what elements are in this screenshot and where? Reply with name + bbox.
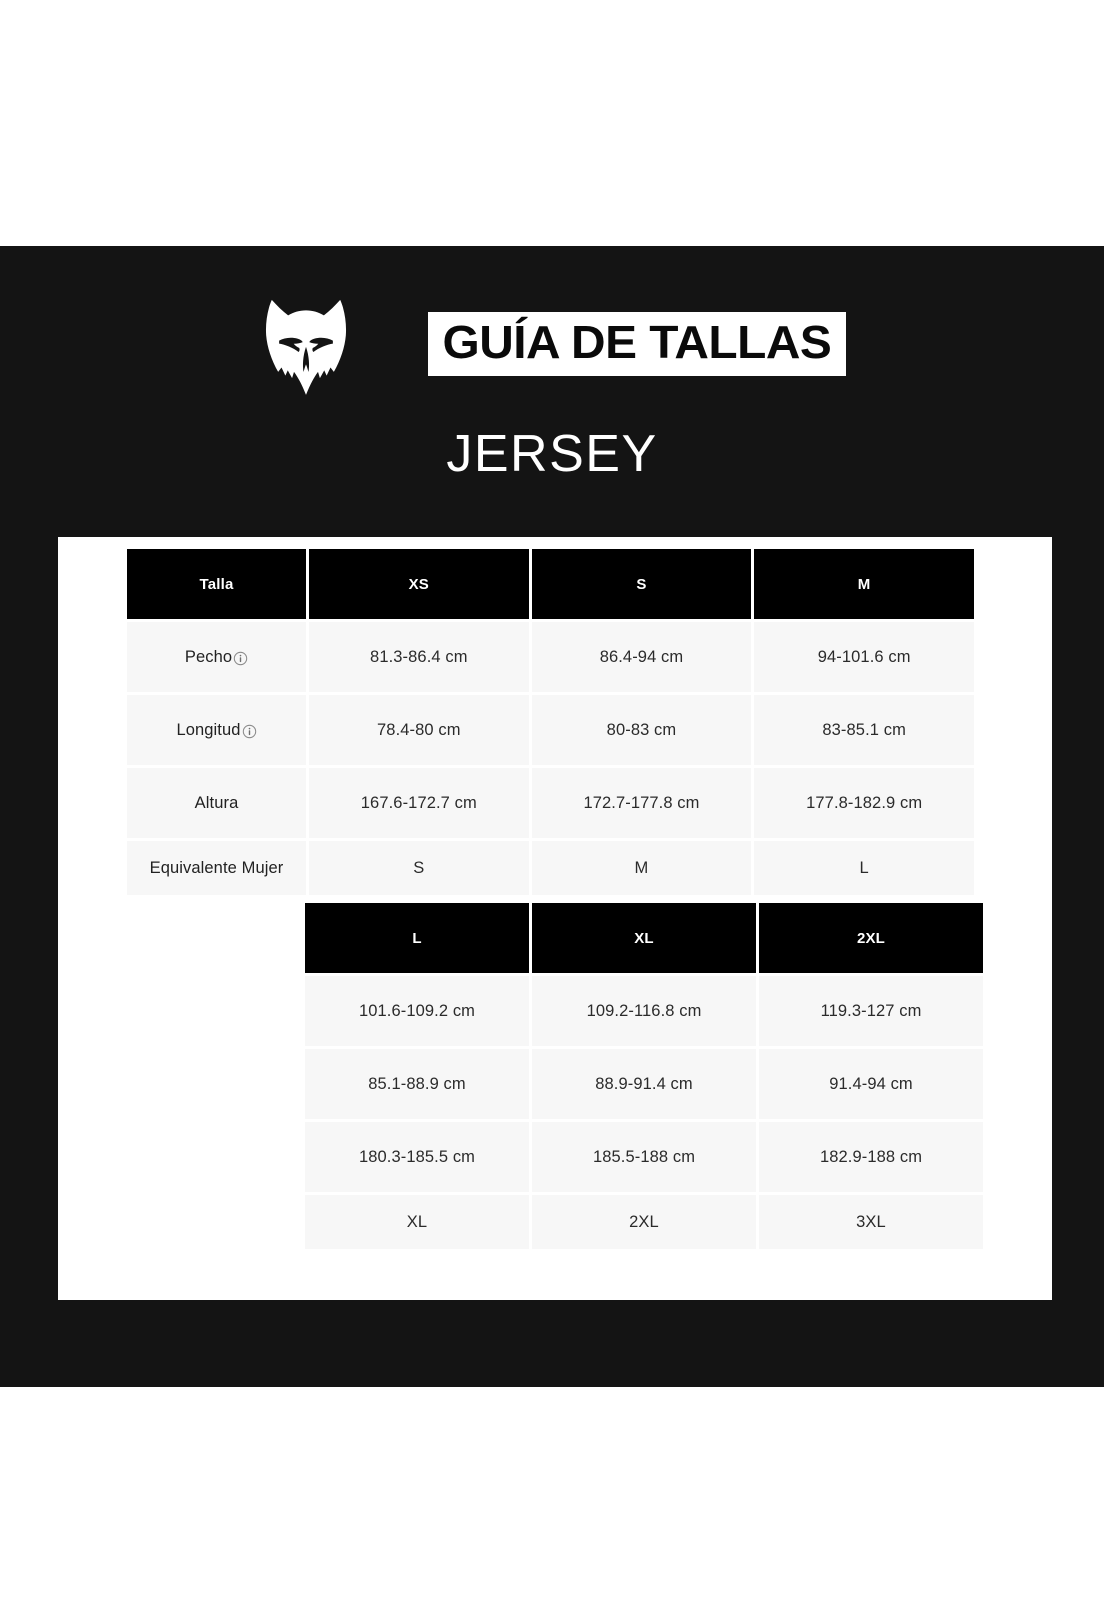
row-label-text: Altura [194, 793, 239, 812]
row-label-equivalente-mujer: Equivalente Mujer [127, 841, 306, 895]
product-category-subtitle: JERSEY [446, 425, 658, 483]
size-table-primary: Talla XS S M Pecho [124, 546, 977, 898]
table-row: Pecho 81.3-86.4 cm [127, 622, 974, 692]
column-header-m: M [754, 549, 974, 619]
column-header-s: S [531, 549, 752, 619]
table-row: 180.3-185.5 cm 185.5-188 cm 182.9-188 cm [305, 1122, 983, 1192]
cell-equivalente-mujer-l: XL [305, 1195, 529, 1249]
row-label-text: Equivalente Mujer [149, 858, 284, 877]
cell-longitud-2xl: 91.4-94 cm [759, 1049, 983, 1119]
cell-altura-m: 177.8-182.9 cm [754, 768, 974, 838]
row-label-altura: Altura [127, 768, 306, 838]
fox-head-logo [266, 299, 347, 395]
info-icon[interactable] [242, 724, 257, 739]
cell-equivalente-mujer-m: L [754, 841, 974, 895]
table-row: 101.6-109.2 cm 109.2-116.8 cm 119.3-127 … [305, 976, 983, 1046]
cell-longitud-m: 83-85.1 cm [754, 695, 974, 765]
cell-longitud-xl: 88.9-91.4 cm [532, 1049, 756, 1119]
cell-pecho-l: 101.6-109.2 cm [305, 976, 529, 1046]
row-label-text: Pecho [184, 647, 233, 666]
table-header-row: L XL 2XL [305, 903, 983, 973]
cell-equivalente-mujer-s: M [531, 841, 752, 895]
cell-longitud-xs: 78.4-80 cm [308, 695, 529, 765]
cell-altura-2xl: 182.9-188 cm [759, 1122, 983, 1192]
table-header-row: Talla XS S M [127, 549, 974, 619]
cell-pecho-m: 94-101.6 cm [754, 622, 974, 692]
table-row: Equivalente Mujer S M L [127, 841, 974, 895]
cell-pecho-s: 86.4-94 cm [531, 622, 752, 692]
cell-altura-xl: 185.5-188 cm [532, 1122, 756, 1192]
column-header-xl: XL [532, 903, 756, 973]
column-header-2xl: 2XL [759, 903, 983, 973]
cell-altura-l: 180.3-185.5 cm [305, 1122, 529, 1192]
cell-longitud-l: 85.1-88.9 cm [305, 1049, 529, 1119]
title-box: GUÍA DE TALLAS [428, 312, 846, 376]
size-table-secondary: L XL 2XL 101.6-109.2 cm 109.2-116.8 cm 1… [302, 900, 986, 1252]
row-label-text: Longitud [176, 720, 241, 739]
row-label-longitud: Longitud [127, 695, 306, 765]
column-header-l: L [305, 903, 529, 973]
column-header-xs: XS [308, 549, 529, 619]
table-row: XL 2XL 3XL [305, 1195, 983, 1249]
cell-pecho-2xl: 119.3-127 cm [759, 976, 983, 1046]
page-title: GUÍA DE TALLAS [442, 316, 832, 369]
size-table-card: Talla XS S M Pecho [58, 537, 1052, 1300]
info-icon[interactable] [233, 651, 248, 666]
table-row: Longitud 78.4-80 cm [127, 695, 974, 765]
cell-pecho-xl: 109.2-116.8 cm [532, 976, 756, 1046]
table-row: 85.1-88.9 cm 88.9-91.4 cm 91.4-94 cm [305, 1049, 983, 1119]
dark-panel: GUÍA DE TALLAS JERSEY Talla XS S M [0, 246, 1104, 1387]
cell-altura-xs: 167.6-172.7 cm [308, 768, 529, 838]
cell-equivalente-mujer-xs: S [308, 841, 529, 895]
cell-equivalente-mujer-2xl: 3XL [759, 1195, 983, 1249]
cell-altura-s: 172.7-177.8 cm [531, 768, 752, 838]
row-label-pecho: Pecho [127, 622, 306, 692]
cell-pecho-xs: 81.3-86.4 cm [308, 622, 529, 692]
cell-longitud-s: 80-83 cm [531, 695, 752, 765]
brand-header-row: GUÍA DE TALLAS [0, 288, 1104, 400]
cell-equivalente-mujer-xl: 2XL [532, 1195, 756, 1249]
table-row: Altura 167.6-172.7 cm 172.7-177.8 cm 177… [127, 768, 974, 838]
column-header-talla: Talla [127, 549, 306, 619]
